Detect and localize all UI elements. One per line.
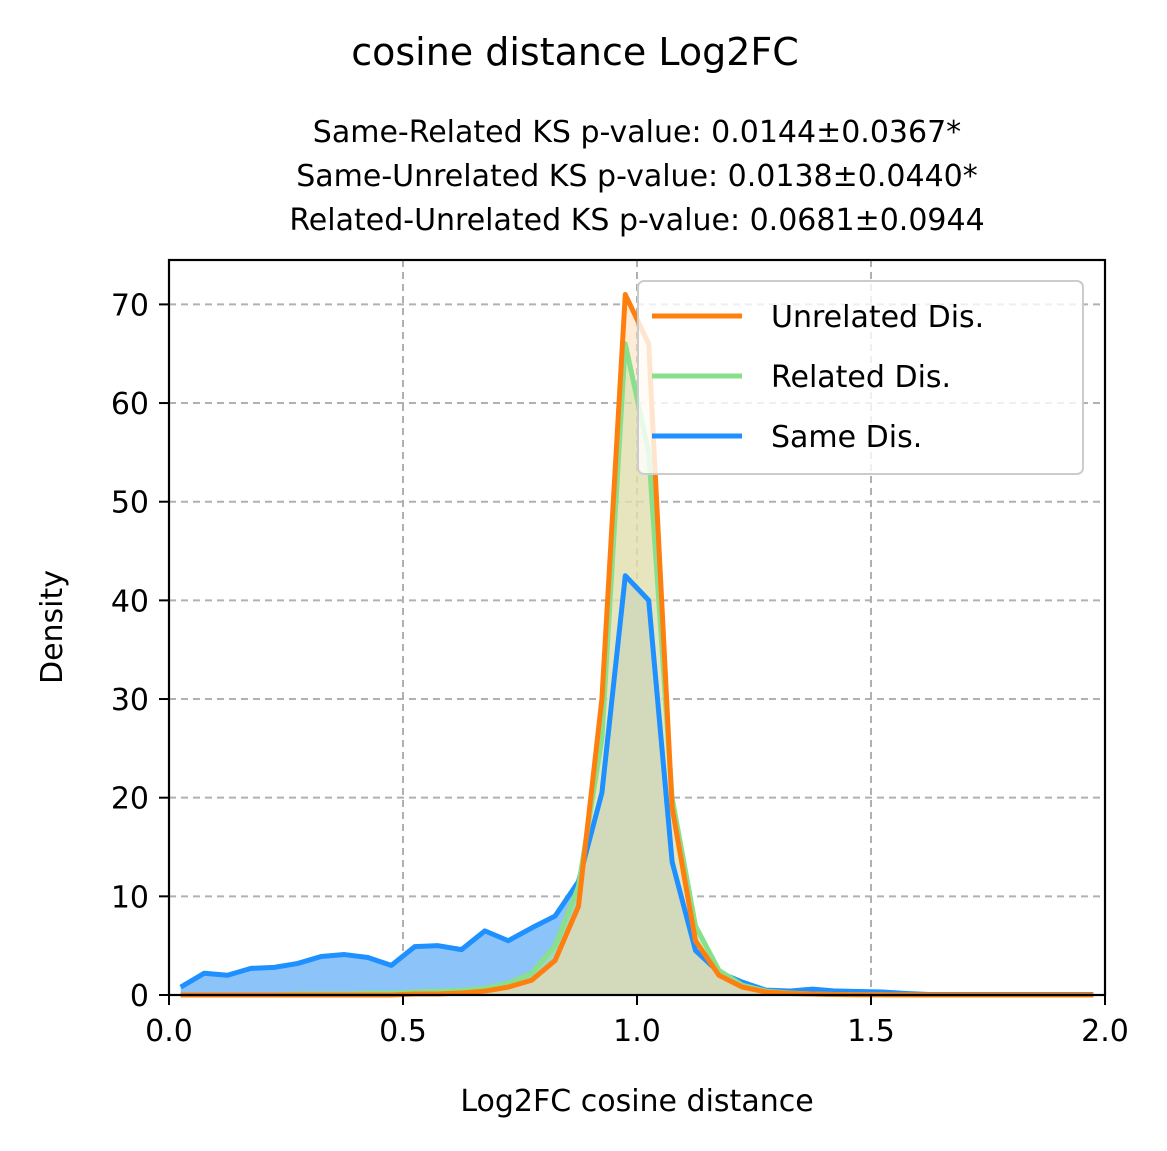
- legend-box: [637, 280, 1084, 475]
- chart-title-line-3: Related-Unrelated KS p-value: 0.0681±0.0…: [289, 203, 984, 238]
- y-tick-label: 30: [111, 683, 149, 718]
- x-axis-ticks: 0.0 0.5 1.0 1.5 2.0: [145, 995, 1129, 1049]
- x-axis-label: Log2FC cosine distance: [460, 1084, 813, 1119]
- area-fill-unrelated-dis: [180, 294, 1094, 995]
- legend-label: Unrelated Dis.: [771, 300, 984, 335]
- y-tick-label: 0: [130, 979, 149, 1014]
- chart-title-line-2: Same-Unrelated KS p-value: 0.0138±0.0440…: [296, 159, 978, 194]
- chart-title-line-1: Same-Related KS p-value: 0.0144±0.0367*: [313, 115, 961, 150]
- y-tick-label: 70: [111, 288, 149, 323]
- x-tick-label: 1.0: [613, 1014, 661, 1049]
- y-tick-label: 20: [111, 782, 149, 817]
- series-fills: [180, 294, 1094, 995]
- y-axis-label: Density: [35, 570, 70, 684]
- legend-label: Related Dis.: [771, 360, 951, 395]
- x-tick-label: 2.0: [1081, 1014, 1129, 1049]
- x-tick-label: 0.5: [379, 1014, 427, 1049]
- x-tick-label: 1.5: [847, 1014, 895, 1049]
- y-tick-label: 10: [111, 880, 149, 915]
- y-axis-ticks: 0 10 20 30 40 50 60 70: [111, 288, 169, 1014]
- y-tick-label: 40: [111, 584, 149, 619]
- legend: Unrelated Dis. Related Dis. Same Dis.: [637, 280, 1084, 475]
- x-tick-label: 0.0: [145, 1014, 193, 1049]
- legend-label: Same Dis.: [771, 420, 922, 455]
- y-tick-label: 50: [111, 486, 149, 521]
- chart-suptitle: cosine distance Log2FC: [351, 30, 799, 74]
- y-tick-label: 60: [111, 387, 149, 422]
